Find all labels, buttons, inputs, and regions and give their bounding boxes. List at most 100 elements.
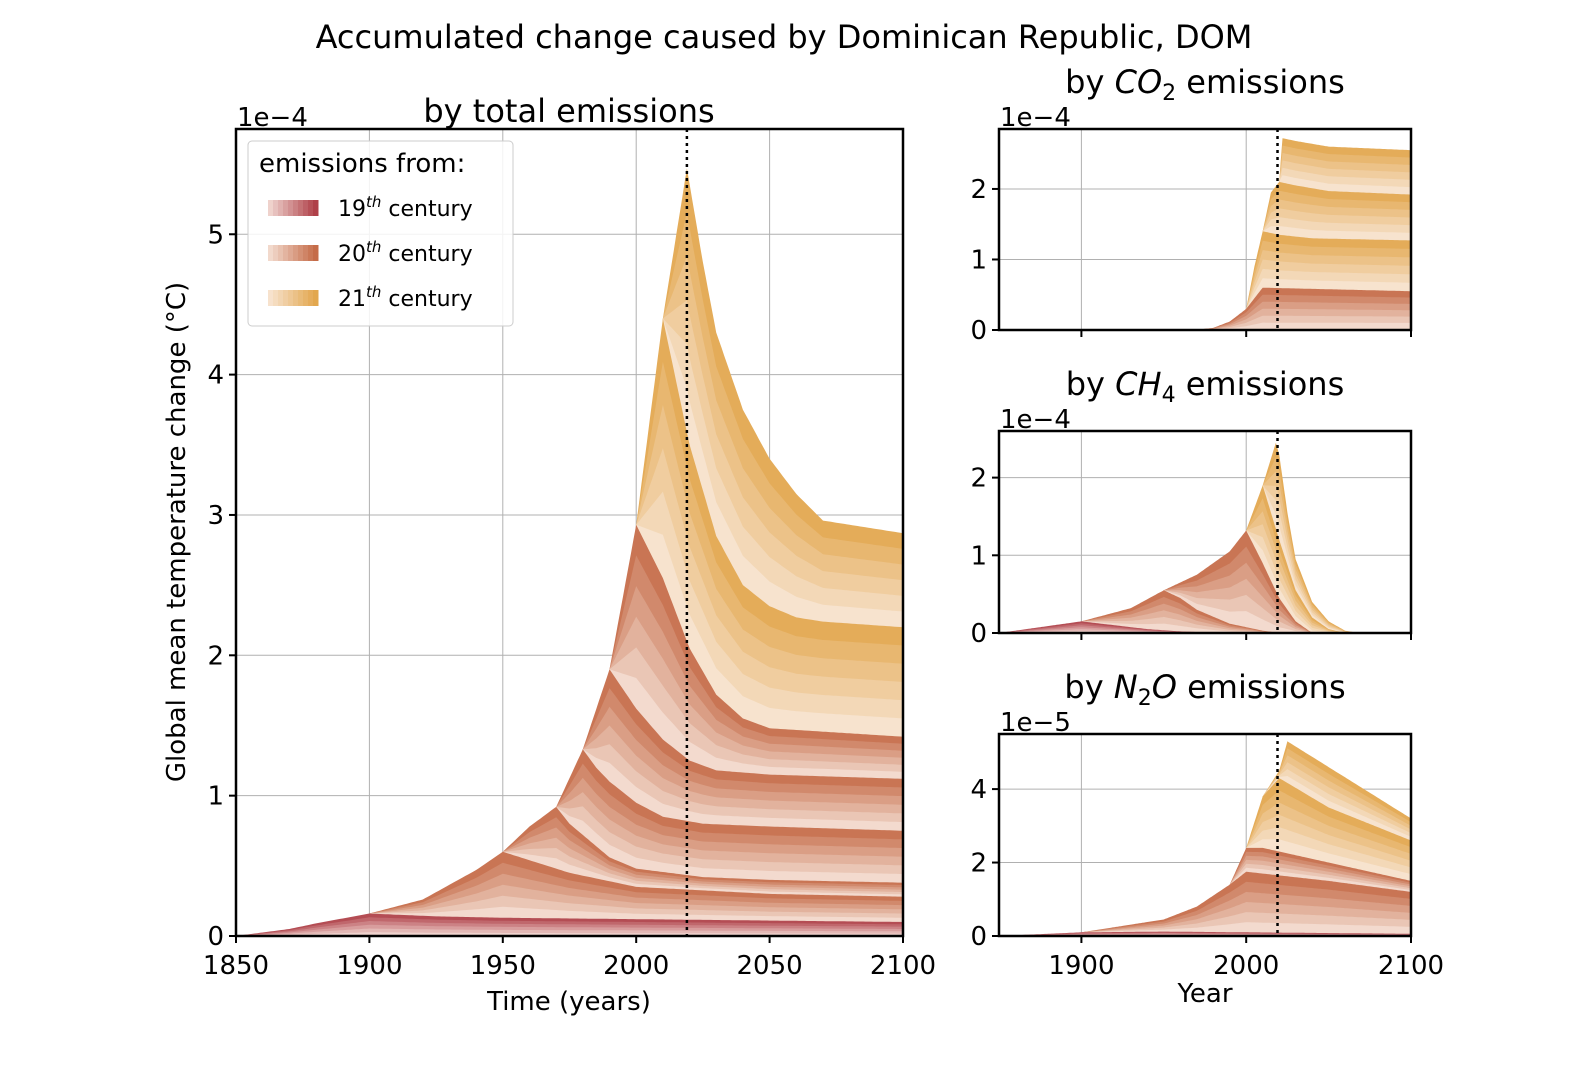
legend-label: 19th century bbox=[338, 193, 473, 222]
panel-co2-title-pre: by bbox=[1065, 63, 1114, 101]
co2-areas bbox=[999, 138, 1411, 330]
legend-swatch-cell bbox=[268, 290, 274, 306]
panel-total-plot: 0 1 2 3 4 5 1850 1900 1950 2000 2050 2100 bbox=[203, 127, 936, 981]
co2-ticks: 0 1 2 bbox=[970, 175, 1412, 346]
legend-label-rest: century bbox=[381, 197, 472, 222]
legend-swatch-cell bbox=[298, 200, 304, 216]
panel-ch4: by CH4 emissions 1e−4 012 bbox=[970, 365, 1413, 649]
n2o-xtick-label: 2000 bbox=[1213, 951, 1279, 981]
total-ytick-label: 0 bbox=[207, 922, 224, 952]
legend-swatch-cell bbox=[288, 245, 294, 261]
legend-swatch-cell bbox=[308, 200, 314, 216]
total-ytick-label: 2 bbox=[207, 641, 224, 671]
panel-ch4-title-pre: by bbox=[1066, 365, 1115, 403]
panel-total: by total emissions 1e−4 Time (years) Glo… bbox=[162, 92, 936, 1017]
legend-swatch-cell bbox=[273, 290, 279, 306]
total-ytick-label: 1 bbox=[207, 782, 224, 812]
total-ytick-label: 4 bbox=[207, 361, 224, 391]
total-xtick-label: 1850 bbox=[203, 951, 269, 981]
legend-label-base: 19 bbox=[338, 197, 366, 222]
total-xtick-label: 2100 bbox=[870, 951, 936, 981]
n2o-ytick-label: 2 bbox=[970, 849, 987, 879]
legend-swatch-cell bbox=[273, 245, 279, 261]
legend-label-sup: th bbox=[366, 193, 381, 211]
panel-n2o-xlabel: Year bbox=[1176, 979, 1232, 1009]
ch4-ytick-label: 2 bbox=[970, 464, 987, 494]
legend-label: 21th century bbox=[338, 283, 473, 312]
figure-suptitle: Accumulated change caused by Dominican R… bbox=[316, 18, 1253, 56]
total-axes-frame bbox=[234, 127, 905, 938]
total-xtick-label: 2000 bbox=[603, 951, 669, 981]
legend-swatch-cell bbox=[303, 245, 309, 261]
panel-co2-title-species: CO bbox=[1115, 63, 1163, 101]
legend-swatch-cell bbox=[293, 290, 299, 306]
panel-co2-title-sub: 2 bbox=[1162, 81, 1176, 106]
n2o-xtick-label: 2100 bbox=[1378, 951, 1444, 981]
legend-swatch-cell bbox=[283, 200, 289, 216]
legend-label-rest: century bbox=[381, 242, 472, 267]
legend-swatch-cell bbox=[283, 290, 289, 306]
panel-ch4-title-sub: 4 bbox=[1162, 383, 1176, 408]
panel-n2o-title-post: emissions bbox=[1177, 668, 1346, 706]
legend-swatch-cell bbox=[313, 200, 319, 216]
panel-ch4-plot: 0 1 2 bbox=[970, 429, 1413, 649]
legend-swatch-cell bbox=[308, 290, 314, 306]
legend-swatch-cell bbox=[293, 200, 299, 216]
n2o-ticks: 0 2 4 1900 2000 2100 bbox=[970, 775, 1444, 981]
legend-swatch-cell bbox=[283, 245, 289, 261]
panel-ch4-title-species: CH bbox=[1115, 365, 1161, 403]
legend-swatch-cell bbox=[273, 200, 279, 216]
panel-n2o-title-pre: by bbox=[1064, 668, 1113, 706]
panel-n2o-title-species: N bbox=[1114, 668, 1138, 706]
legend-swatch-cell bbox=[268, 245, 274, 261]
co2-ytick-label: 2 bbox=[970, 175, 987, 205]
legend-box bbox=[247, 140, 514, 327]
legend-swatch-cell bbox=[313, 245, 319, 261]
legend-swatch-cell bbox=[298, 290, 304, 306]
legend-swatch bbox=[268, 200, 319, 216]
legend-label-rest: century bbox=[381, 287, 472, 312]
ch4-stratum bbox=[1081, 621, 1411, 633]
ch4-ticks: 0 1 2 bbox=[970, 464, 1412, 649]
ch4-axes-frame bbox=[997, 429, 1413, 635]
panel-ch4-title: by CH4 emissions bbox=[1066, 365, 1345, 408]
n2o-axes-frame bbox=[997, 732, 1413, 938]
panel-co2: by CO2 emissions 1e−4 012 bbox=[970, 63, 1413, 346]
n2o-ytick-label: 0 bbox=[970, 922, 987, 952]
n2o-areas bbox=[999, 741, 1411, 936]
co2-ytick-label: 0 bbox=[970, 316, 987, 346]
panel-n2o-title: by N2O emissions bbox=[1064, 668, 1345, 711]
legend-swatch-cell bbox=[278, 245, 284, 261]
panel-n2o-title-species-post: O bbox=[1152, 668, 1177, 706]
ch4-stratum bbox=[1246, 530, 1411, 633]
n2o-ytick-label: 4 bbox=[970, 775, 987, 805]
co2-stratum bbox=[1196, 322, 1411, 330]
ch4-areas bbox=[999, 442, 1411, 633]
panel-ch4-title-post: emissions bbox=[1176, 365, 1345, 403]
total-ticks: 0 1 2 3 4 5 1850 1900 1950 2000 2050 2100 bbox=[203, 220, 936, 981]
ch4-ytick-label: 0 bbox=[970, 619, 987, 649]
total-ytick-label: 5 bbox=[207, 220, 224, 250]
co2-ytick-label: 1 bbox=[970, 245, 987, 275]
panel-n2o-plot: 0 2 4 1900 2000 2100 bbox=[970, 732, 1444, 981]
legend-label-sup: th bbox=[366, 238, 381, 256]
panel-co2-title: by CO2 emissions bbox=[1065, 63, 1345, 106]
total-xtick-label: 1950 bbox=[470, 951, 536, 981]
legend-swatch bbox=[268, 245, 319, 261]
co2-axes-frame bbox=[997, 127, 1413, 332]
legend-label-base: 20 bbox=[338, 242, 366, 267]
legend-swatch-cell bbox=[313, 290, 319, 306]
panel-co2-title-post: emissions bbox=[1176, 63, 1345, 101]
ch4-stratum bbox=[1262, 485, 1411, 633]
legend-swatch-cell bbox=[268, 200, 274, 216]
legend-swatch-cell bbox=[303, 290, 309, 306]
panel-n2o-title-sub: 2 bbox=[1138, 686, 1152, 711]
legend-swatch-cell bbox=[288, 290, 294, 306]
n2o-xtick-label: 1900 bbox=[1048, 951, 1114, 981]
panel-total-title: by total emissions bbox=[423, 92, 714, 130]
legend-swatch-cell bbox=[293, 245, 299, 261]
panel-total-xlabel: Time (years) bbox=[486, 987, 651, 1017]
